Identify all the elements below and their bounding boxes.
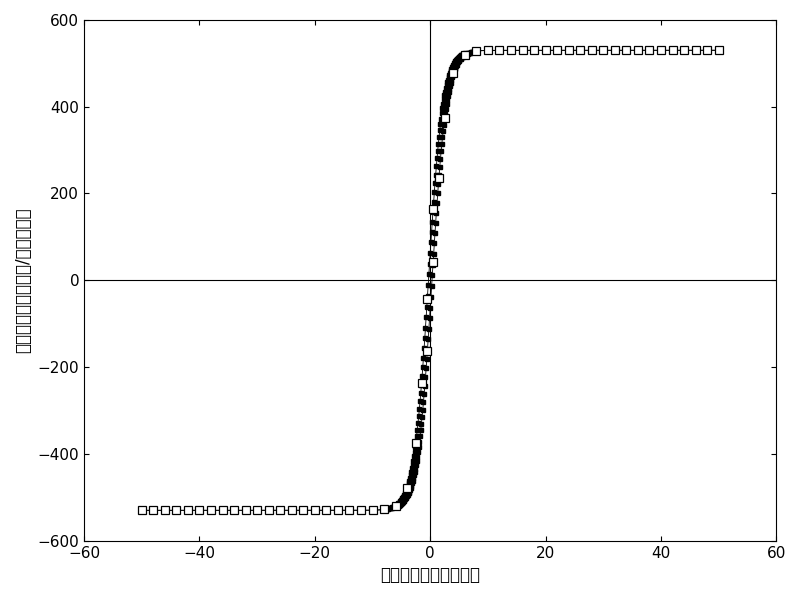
Y-axis label: 磁化强度（电磁单位/立方厘米）: 磁化强度（电磁单位/立方厘米） <box>14 208 32 353</box>
X-axis label: 磁场强度（千奥斯特）: 磁场强度（千奥斯特） <box>380 566 480 584</box>
